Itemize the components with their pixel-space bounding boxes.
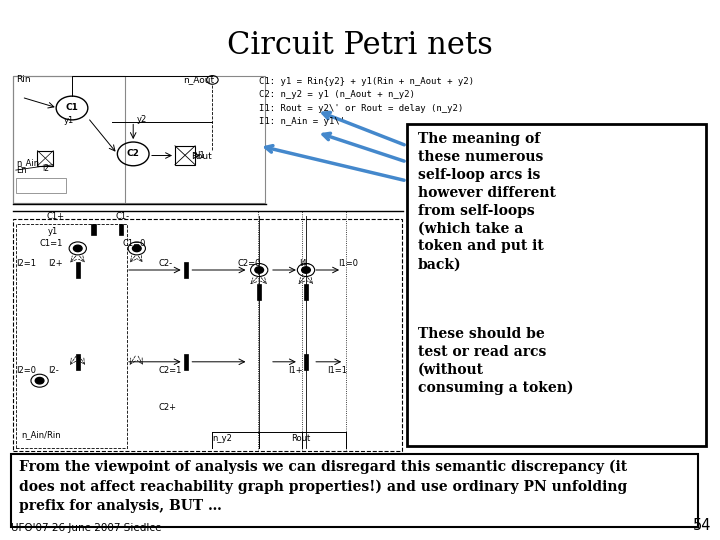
Text: I4-: I4-	[299, 259, 310, 268]
Text: C2: C2	[127, 150, 140, 158]
Text: I1: n_Ain = y1\': I1: n_Ain = y1\'	[259, 117, 345, 126]
Text: C2=0: C2=0	[238, 259, 261, 268]
Circle shape	[73, 245, 82, 252]
Bar	[76, 262, 80, 278]
Circle shape	[302, 267, 310, 273]
Bar	[407, 124, 706, 446]
Bar	[304, 284, 308, 300]
Bar	[304, 354, 308, 370]
Text: I1=0: I1=0	[338, 259, 359, 268]
Text: These should be
test or read arcs
(without
consuming a token): These should be test or read arcs (witho…	[418, 327, 573, 395]
Bar	[119, 224, 123, 235]
Text: Circuit Petri nets: Circuit Petri nets	[227, 30, 493, 60]
Text: 54: 54	[693, 518, 711, 533]
Text: C1-: C1-	[115, 212, 130, 221]
Text: y1: y1	[48, 227, 58, 236]
Bar	[13, 76, 265, 202]
Text: C2-: C2-	[158, 259, 173, 268]
Bar	[13, 76, 125, 202]
Bar	[257, 284, 261, 300]
Text: C2+: C2+	[158, 403, 176, 413]
Text: I2+: I2+	[48, 259, 63, 268]
Text: I1: I1	[197, 151, 205, 160]
Bar	[37, 151, 53, 166]
Text: C1: C1	[66, 104, 78, 112]
Text: I2=1: I2=1	[17, 259, 37, 268]
Text: n_Ain: n_Ain	[16, 158, 39, 167]
Text: C1: y1 = Rin{y2} + y1(Rin + n_Aout + y2): C1: y1 = Rin{y2} + y1(Rin + n_Aout + y2)	[259, 77, 474, 86]
Circle shape	[255, 267, 264, 273]
Circle shape	[35, 377, 44, 384]
Bar	[11, 454, 698, 526]
Text: C2: n_y2 = y1 (n_Aout + n_y2): C2: n_y2 = y1 (n_Aout + n_y2)	[259, 90, 415, 99]
Bar	[175, 146, 195, 165]
Text: C1=1: C1=1	[40, 239, 63, 248]
Text: n_Aout: n_Aout	[184, 75, 215, 84]
Circle shape	[132, 245, 141, 252]
Text: En: En	[16, 166, 27, 175]
Text: I2-: I2-	[48, 366, 59, 375]
Bar	[184, 262, 188, 278]
Text: y1: y1	[63, 116, 73, 125]
Text: I2=0: I2=0	[17, 366, 37, 375]
Text: The meaning of
these numerous
self-loop arcs is
however different
from self-loop: The meaning of these numerous self-loop …	[418, 132, 555, 271]
Bar	[13, 219, 402, 451]
Bar	[16, 178, 66, 193]
Text: I2: I2	[42, 164, 49, 173]
Bar	[184, 354, 188, 370]
Text: n_Ain/Rin: n_Ain/Rin	[22, 430, 61, 440]
Text: I1: Rout = y2\' or Rout = delay (n_y2): I1: Rout = y2\' or Rout = delay (n_y2)	[259, 104, 464, 113]
Text: UFO'07 26 June 2007 Siedlce: UFO'07 26 June 2007 Siedlce	[11, 523, 161, 533]
Text: I1=1: I1=1	[328, 366, 348, 375]
Text: C2=1: C2=1	[158, 366, 181, 375]
Bar	[76, 354, 80, 370]
Text: n_y2: n_y2	[212, 434, 233, 443]
Bar	[91, 224, 96, 235]
Text: C1+: C1+	[47, 212, 65, 221]
Text: Rin: Rin	[17, 75, 31, 84]
Text: From the viewpoint of analysis we can disregard this semantic discrepancy (it
do: From the viewpoint of analysis we can di…	[19, 460, 628, 513]
Text: I1+: I1+	[288, 366, 302, 375]
Text: Rout: Rout	[191, 152, 212, 161]
Text: y2: y2	[137, 114, 147, 124]
Text: C1=0: C1=0	[122, 239, 145, 248]
Text: Rout: Rout	[292, 434, 311, 443]
Bar	[16, 224, 127, 448]
